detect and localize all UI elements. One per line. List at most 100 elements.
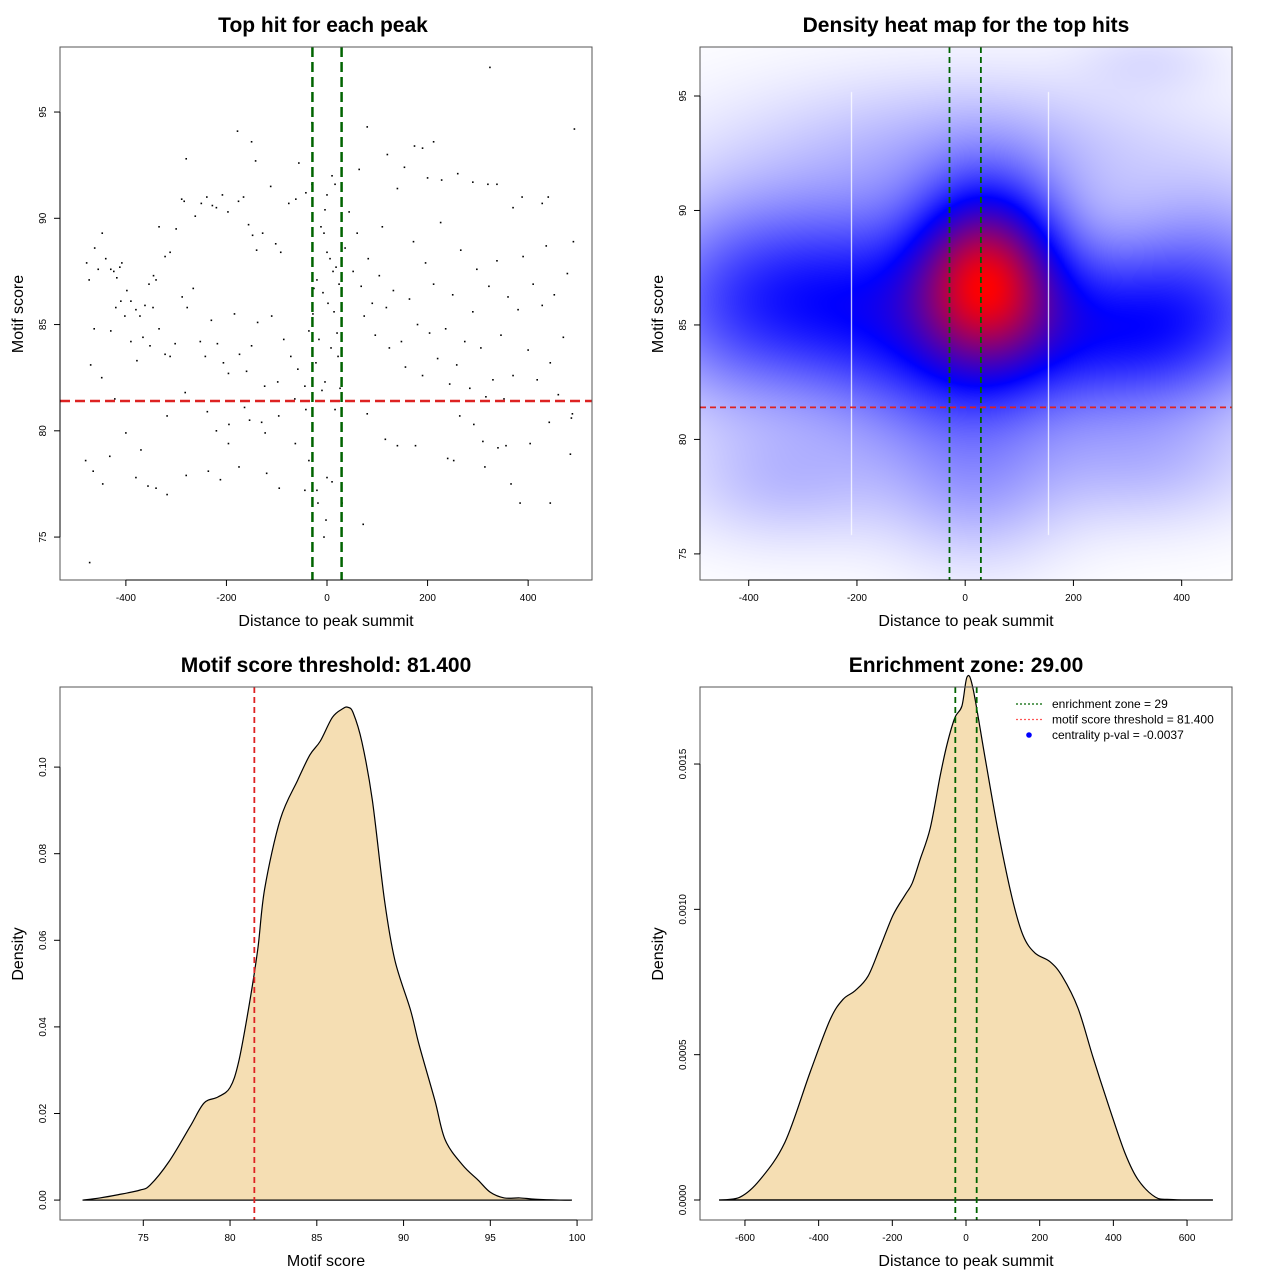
scatter-point <box>358 168 360 171</box>
scatter-point <box>169 355 171 358</box>
scatter-point <box>570 417 573 419</box>
scatter-point <box>403 166 406 169</box>
scatter-point <box>458 415 461 417</box>
score-density-title: Motif score threshold: 81.400 <box>181 654 472 677</box>
scatter-point <box>221 194 224 196</box>
scatter-point <box>142 336 144 339</box>
scatter-point <box>304 385 306 387</box>
density-area <box>82 706 572 1201</box>
scatter-point <box>97 268 100 271</box>
scatter-point <box>181 296 183 298</box>
scatter-point <box>459 249 462 251</box>
scatter-point <box>88 561 91 564</box>
scatter-point <box>100 376 103 379</box>
x-tick-label: 0 <box>962 593 968 604</box>
y-tick-label: 90 <box>678 204 689 216</box>
scatter-point <box>315 362 317 364</box>
scatter-point <box>392 289 395 292</box>
scatter-point <box>507 296 509 298</box>
scatter-point <box>278 487 281 489</box>
scatter-point <box>147 485 149 487</box>
scatter-point <box>277 415 280 417</box>
scatter-point <box>352 270 354 273</box>
scatter-point <box>424 262 427 264</box>
score-density-y-label: Density <box>10 927 27 980</box>
scatter-point <box>130 340 132 343</box>
scatter-point <box>184 391 187 394</box>
y-tick-label: 0.08 <box>38 844 49 864</box>
scatter-point <box>116 276 118 279</box>
scatter-reference-lines <box>60 47 592 580</box>
scatter-point <box>326 476 328 479</box>
scatter-point <box>318 338 320 341</box>
scatter-point <box>233 313 236 315</box>
scatter-point <box>529 442 531 445</box>
scatter-point <box>227 442 230 445</box>
scatter-x-label: Distance to peak summit <box>238 613 414 630</box>
scatter-point <box>385 306 388 309</box>
y-tick-label: 0.0000 <box>678 1184 689 1215</box>
y-tick-label: 0.06 <box>38 930 49 950</box>
scatter-point <box>200 202 203 205</box>
scatter-point <box>338 283 340 285</box>
scatter-point <box>485 396 487 398</box>
scatter-point <box>522 255 524 258</box>
x-tick-label: -200 <box>882 1233 902 1244</box>
scatter-point <box>323 536 325 538</box>
scatter-point <box>322 291 324 294</box>
y-tick-label: 75 <box>678 548 689 560</box>
x-tick-label: -400 <box>739 593 759 604</box>
scatter-point <box>175 228 177 230</box>
scatter-point <box>339 387 341 390</box>
x-tick-label: 200 <box>1065 593 1082 604</box>
scatter-point <box>572 240 575 243</box>
scatter-point <box>92 470 94 472</box>
scatter-point <box>404 366 407 368</box>
scatter-point <box>211 204 214 207</box>
scatter-point <box>331 481 333 483</box>
scatter-point <box>164 255 166 258</box>
scatter-point <box>316 489 318 492</box>
distance-density-curve <box>719 674 1213 1201</box>
x-tick-label: -200 <box>216 593 236 604</box>
scatter-point <box>571 413 574 415</box>
scatter-point <box>251 234 254 237</box>
scatter-point <box>140 449 142 451</box>
x-tick-label: -400 <box>809 1233 829 1244</box>
scatter-point <box>279 251 282 254</box>
scatter-point <box>227 372 230 375</box>
scatter-point <box>210 319 213 322</box>
scatter-point <box>366 413 369 415</box>
scatter-point <box>497 447 499 449</box>
x-tick-label: 200 <box>419 593 436 604</box>
scatter-point <box>374 334 377 336</box>
scatter-point <box>114 398 116 400</box>
scatter-point <box>381 225 384 228</box>
scatter-point <box>553 293 556 296</box>
scatter-point <box>557 393 560 396</box>
x-tick-label: 75 <box>138 1233 150 1244</box>
scatter-point <box>492 379 494 381</box>
scatter-point <box>428 332 431 334</box>
scatter-point <box>115 306 117 309</box>
scatter-point <box>256 321 259 324</box>
y-tick-label: 85 <box>38 319 49 331</box>
scatter-point <box>496 183 498 186</box>
scatter-point <box>476 268 478 271</box>
y-tick-label: 85 <box>678 319 689 331</box>
scatter-point <box>313 287 315 290</box>
scatter-point <box>183 200 186 203</box>
scatter-point <box>109 268 112 271</box>
scatter-point <box>396 444 399 447</box>
scatter-point <box>473 423 475 426</box>
distance-density-legend: enrichment zone = 29 motif score threshol… <box>1016 697 1214 742</box>
distance-density-y-label: Density <box>650 927 667 980</box>
scatter-point <box>326 194 328 196</box>
scatter-point <box>216 342 219 345</box>
scatter-point <box>199 340 202 343</box>
scatter-point <box>294 442 297 445</box>
y-tick-label: 0.04 <box>38 1017 49 1037</box>
scatter-point <box>484 466 486 468</box>
y-tick-label: 0.0010 <box>678 894 689 925</box>
